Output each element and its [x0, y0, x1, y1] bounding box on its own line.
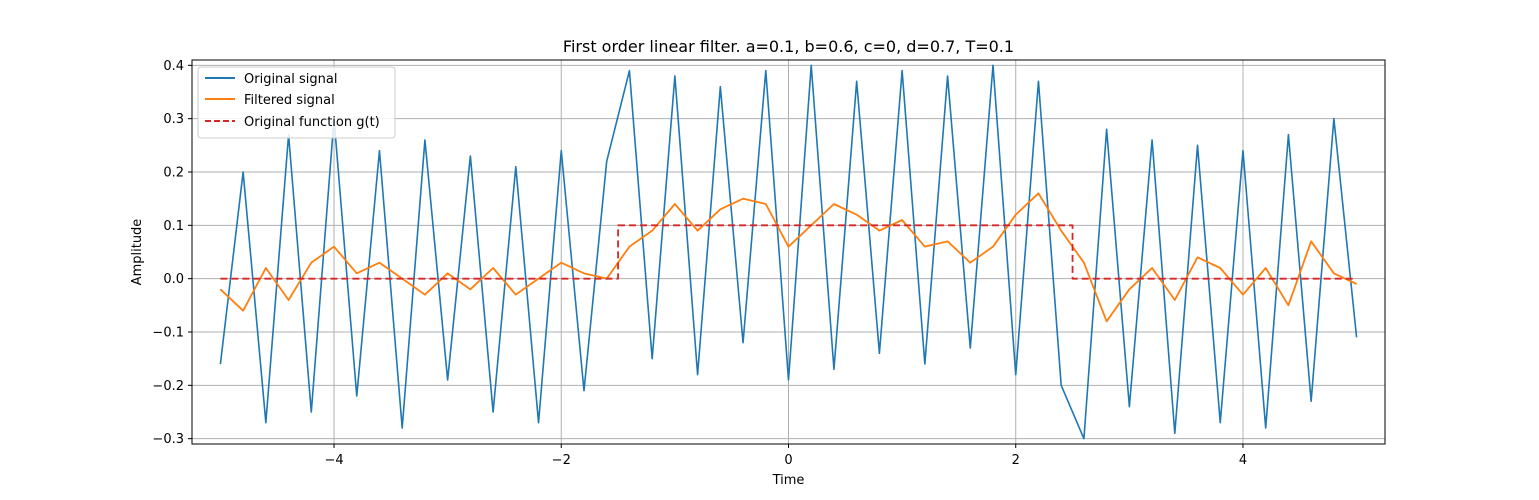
- legend: Original signal Filtered signal Original…: [197, 66, 396, 139]
- chart-title: First order linear filter. a=0.1, b=0.6,…: [563, 37, 1014, 56]
- plot-series: [219, 64, 1358, 440]
- y-axis-label: Amplitude: [130, 219, 145, 286]
- x-tick-label: 4: [1239, 453, 1247, 468]
- x-tick-label: 0: [784, 453, 792, 468]
- y-tick-label: 0.1: [163, 219, 184, 234]
- y-tick-label: 0.3: [163, 112, 184, 127]
- y-tick-label: −0.2: [152, 379, 184, 394]
- y-tick-label: 0.2: [163, 166, 184, 181]
- y-tick-label: 0.0: [163, 272, 184, 287]
- series-original-signal: [219, 64, 1358, 440]
- x-tick-label: −4: [324, 453, 343, 468]
- legend-label-function: Original function g(t): [244, 115, 380, 130]
- x-tick-label: 2: [1012, 453, 1020, 468]
- y-tick-label: −0.3: [152, 432, 184, 447]
- x-axis-label: Time: [772, 473, 805, 488]
- x-tick-label: −2: [552, 453, 571, 468]
- series-original-function: [220, 224, 1357, 280]
- y-tick-label: −0.1: [152, 326, 184, 341]
- ticks: −4 −2 0 2 4 −0.3 −0.2 −0.1 0.0 0.1 0.2 0.3 0.4: [152, 59, 1247, 468]
- legend-box: [197, 66, 396, 139]
- series-filtered-signal: [219, 192, 1357, 323]
- y-tick-label: 0.4: [163, 59, 184, 74]
- legend-label-filtered: Filtered signal: [244, 93, 335, 108]
- legend-label-original: Original signal: [244, 72, 337, 87]
